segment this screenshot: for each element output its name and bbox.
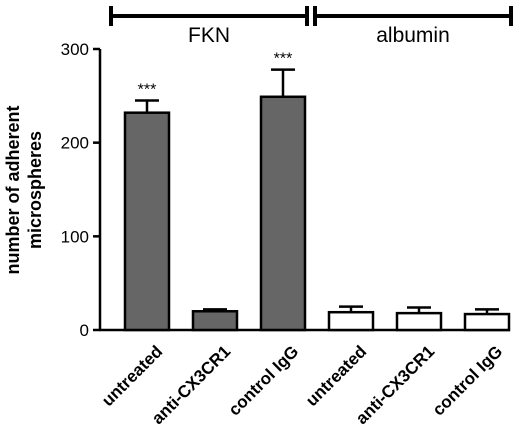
y-axis-label-line: number of adherent — [3, 105, 23, 274]
group-brackets: FKN albumin — [109, 6, 513, 47]
significance-label: *** — [274, 51, 293, 68]
group-label: albumin — [376, 24, 450, 47]
group-label: FKN — [188, 24, 230, 47]
x-tick-label: untreated — [302, 342, 370, 410]
significance-label: *** — [138, 82, 157, 99]
y-tick-label: 0 — [80, 321, 89, 340]
x-tick-label: control IgG — [429, 342, 507, 420]
y-tick-label: 300 — [61, 40, 89, 59]
bar — [123, 111, 171, 332]
x-tick-label: untreated — [98, 342, 166, 410]
bar — [463, 312, 511, 332]
y-tick-label: 200 — [61, 134, 89, 153]
bar — [191, 310, 239, 332]
y-axis-label: number of adherent microspheres — [3, 105, 45, 274]
bars: *** *** — [123, 51, 511, 332]
bar — [259, 95, 307, 332]
x-tick-label: control IgG — [225, 342, 303, 420]
bar — [327, 310, 375, 332]
y-axis-label-line: microspheres — [25, 131, 45, 249]
y-tick-label: 100 — [61, 227, 89, 246]
bar — [395, 311, 443, 332]
